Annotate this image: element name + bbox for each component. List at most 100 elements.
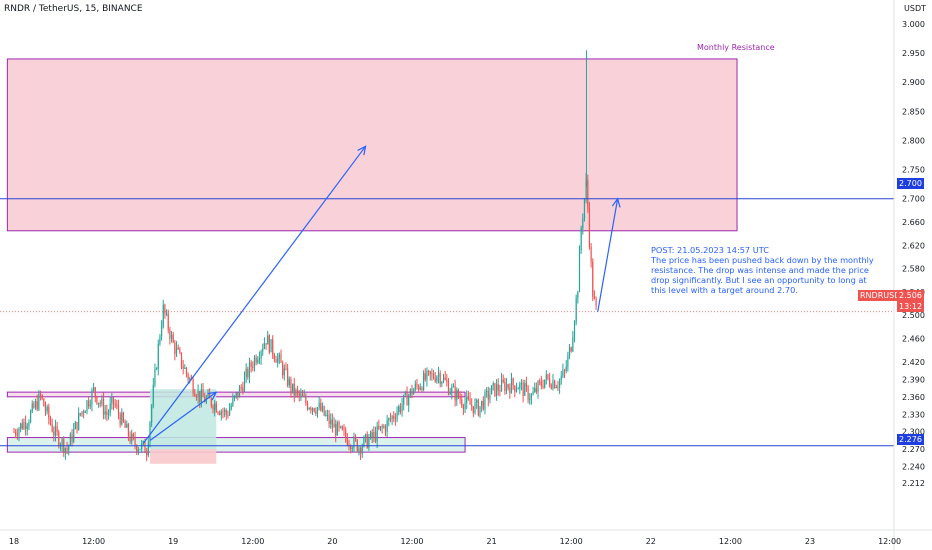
candle-body [403, 394, 405, 405]
trend-arrowhead-1 [357, 145, 367, 156]
candle-body [583, 199, 586, 219]
candle-body [222, 411, 224, 413]
candle-body [560, 376, 562, 380]
candle-body [361, 446, 363, 454]
candle-body [437, 373, 440, 377]
candle-body [124, 421, 126, 428]
candle-body [220, 411, 222, 415]
y-tick-label: 2.240 [902, 463, 925, 472]
candle-body [296, 389, 299, 393]
candle-body [114, 403, 116, 406]
candle-body [94, 387, 96, 397]
candle-body [413, 389, 415, 395]
candle-body [76, 421, 78, 430]
candle-body [258, 358, 261, 360]
candle-body [121, 412, 123, 425]
candle-body [500, 379, 503, 392]
candle-body [558, 379, 561, 388]
candle-body [136, 445, 138, 452]
candle-body [568, 347, 571, 356]
x-tick-label: 23 [805, 537, 815, 546]
candle-body [398, 406, 400, 413]
y-tick-label: 2.580 [902, 265, 925, 274]
candle-body [472, 406, 474, 414]
candle-body [58, 432, 60, 447]
candle-body [83, 411, 85, 413]
candle-body [514, 385, 516, 392]
x-tick-label: 19 [168, 537, 178, 546]
candle-body [247, 368, 249, 378]
candle-body [310, 408, 312, 411]
candle-body [214, 403, 216, 410]
candle-body [46, 406, 48, 412]
candle-body [282, 362, 284, 376]
candle-body [86, 400, 88, 412]
post-note: POST: 21.05.2023 14:57 UTC The price has… [651, 245, 874, 295]
candle-body [394, 418, 397, 420]
candle-body [494, 383, 496, 396]
candle-body [492, 383, 494, 386]
x-tick-label: 20 [327, 537, 337, 546]
candle-body [290, 378, 292, 392]
candle-body [313, 408, 315, 412]
x-tick-label: 12:00 [82, 537, 105, 546]
candle-body [409, 388, 411, 396]
candle-body [436, 376, 438, 382]
candle-body [539, 381, 541, 383]
y-tick-label: 2.900 [902, 78, 925, 87]
candle-body [64, 447, 67, 453]
trend-arrowhead-2 [207, 391, 218, 401]
candle-body [71, 434, 73, 442]
candle-body [16, 434, 18, 436]
candle-body [495, 384, 498, 396]
candle-body [373, 431, 375, 438]
y-tick-label: 2.800 [902, 136, 925, 145]
candle-body [21, 423, 23, 429]
candle-body [235, 392, 237, 396]
candle-body [346, 438, 348, 446]
candle-body [331, 419, 333, 428]
candle-body [545, 374, 547, 380]
candle-body [378, 426, 380, 429]
candle-body [512, 378, 514, 386]
candle-body [147, 442, 149, 456]
candle-body [547, 374, 549, 379]
candle-body [270, 339, 272, 353]
candle-body [162, 304, 164, 327]
candle-body [119, 414, 121, 425]
candle-body [341, 426, 343, 430]
candle-body [388, 418, 390, 421]
candle-body [185, 367, 188, 375]
candle-body [101, 398, 103, 404]
trend-arrow-2 [149, 391, 217, 441]
candle-body [306, 403, 309, 410]
candle-body [189, 378, 191, 380]
candle-body [109, 403, 111, 413]
y-tick-label: 2.620 [902, 241, 925, 250]
x-tick-label: 12:00 [400, 537, 423, 546]
candle-body [368, 438, 370, 448]
candle-body [38, 393, 40, 410]
candle-body [515, 389, 518, 392]
candle-body [350, 445, 352, 449]
candle-body [56, 426, 58, 433]
candle-body [570, 347, 572, 352]
candle-body [219, 412, 221, 415]
candle-body [149, 422, 151, 443]
candle-body [396, 412, 398, 420]
candle-body [379, 426, 382, 429]
candle-body [421, 387, 423, 390]
candle-body [93, 387, 95, 390]
candle-body [565, 366, 567, 372]
candle-body [126, 424, 128, 428]
candle-body [323, 406, 325, 416]
candle-body [152, 384, 154, 406]
candle-body [298, 392, 300, 396]
candle-body [451, 387, 453, 393]
y-tick-label: 3.000 [902, 20, 925, 29]
candle-body [320, 402, 322, 411]
trend-arrow-1 [142, 145, 367, 444]
candle-body [225, 410, 227, 415]
candle-body [127, 424, 130, 437]
